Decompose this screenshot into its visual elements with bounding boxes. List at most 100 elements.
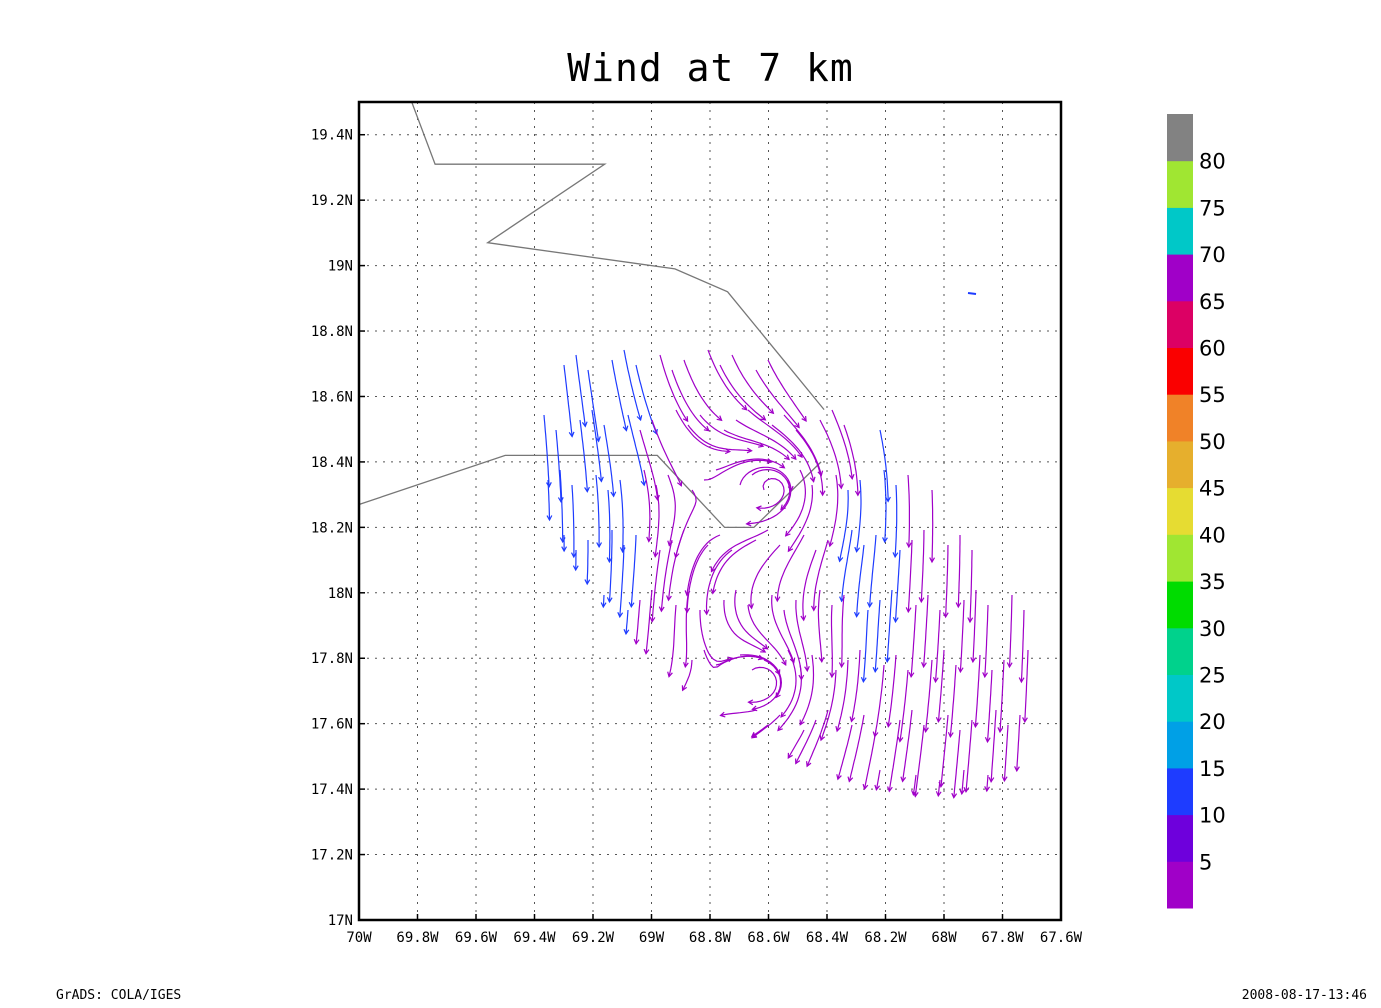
streamline bbox=[875, 769, 881, 790]
streamline bbox=[668, 604, 677, 677]
streamline-arrowhead bbox=[684, 607, 691, 614]
streamline-arrowhead bbox=[703, 425, 710, 432]
streamline-arrowhead bbox=[584, 579, 591, 586]
colorbar-swatch bbox=[1167, 861, 1193, 909]
streamline bbox=[817, 589, 823, 662]
streamline bbox=[751, 724, 769, 738]
streamline bbox=[969, 550, 973, 623]
x-tick-label: 69.2W bbox=[572, 930, 615, 946]
streamline-arrowhead bbox=[963, 786, 970, 794]
streamline bbox=[820, 669, 837, 741]
colorbar-label: 15 bbox=[1199, 757, 1226, 781]
streamline-arrowhead bbox=[970, 657, 977, 664]
streamline bbox=[675, 409, 730, 453]
x-tick-label: 69.8W bbox=[396, 930, 439, 946]
streamline bbox=[660, 539, 673, 612]
streamline-arrowhead bbox=[755, 505, 762, 512]
streamline bbox=[990, 709, 997, 782]
streamline bbox=[705, 549, 733, 615]
streamline-arrowhead bbox=[905, 607, 912, 614]
colorbar-swatch bbox=[1167, 627, 1193, 675]
streamline-arrowhead bbox=[874, 784, 881, 791]
streamline bbox=[752, 659, 782, 710]
streamline bbox=[972, 589, 977, 662]
streamline bbox=[699, 414, 764, 447]
streamline-arrowhead bbox=[838, 483, 844, 490]
streamline bbox=[925, 659, 933, 732]
streamline-arrowhead bbox=[775, 692, 781, 699]
streamline bbox=[839, 489, 849, 562]
colorbar-label: 10 bbox=[1199, 804, 1226, 828]
streamline-arrowhead bbox=[606, 597, 613, 604]
streamline bbox=[559, 469, 564, 542]
streamline bbox=[623, 349, 642, 421]
streamline bbox=[841, 529, 853, 602]
streamline-arrowhead bbox=[636, 415, 643, 422]
streamline bbox=[699, 610, 733, 663]
streamline-arrowhead bbox=[750, 731, 757, 738]
streamline bbox=[902, 709, 913, 782]
streamline bbox=[748, 666, 778, 703]
colorbar-label: 60 bbox=[1199, 337, 1226, 361]
colorbar-swatch bbox=[1167, 581, 1193, 629]
streamline bbox=[874, 664, 885, 737]
streamline-arrowhead bbox=[789, 657, 796, 664]
streamline-arrowhead bbox=[652, 551, 659, 558]
streamline-arrowhead bbox=[906, 542, 912, 549]
streamline-arrowhead bbox=[835, 725, 842, 733]
streamline-arrowhead bbox=[838, 662, 845, 669]
streamline-arrowhead bbox=[777, 725, 783, 732]
streamline bbox=[965, 719, 973, 792]
streamline bbox=[651, 549, 661, 622]
streamline bbox=[659, 354, 689, 422]
streamline bbox=[986, 669, 993, 742]
streamline-arrowhead bbox=[900, 776, 907, 783]
streamline-arrowhead bbox=[667, 671, 673, 678]
streamline bbox=[961, 769, 965, 794]
streamline bbox=[920, 529, 925, 602]
streamline bbox=[715, 458, 785, 471]
streamline bbox=[799, 654, 815, 725]
y-tick-label: 18N bbox=[328, 586, 353, 602]
streamline bbox=[735, 419, 797, 460]
streamline bbox=[625, 609, 629, 634]
streamline bbox=[953, 729, 961, 798]
streamline-arrowhead bbox=[746, 447, 753, 454]
streamline bbox=[591, 409, 602, 482]
streamline-arrowhead bbox=[681, 685, 688, 692]
colorbar-label: 80 bbox=[1199, 150, 1226, 174]
streamline bbox=[783, 414, 822, 476]
colorbar-swatch bbox=[1167, 114, 1193, 162]
streamline bbox=[931, 489, 934, 563]
streamline bbox=[619, 544, 625, 617]
streamline bbox=[751, 468, 791, 510]
streamline-arrowhead bbox=[997, 727, 1004, 734]
wind-streamlines bbox=[543, 292, 1029, 799]
streamline-arrowhead bbox=[682, 416, 689, 423]
streamline-arrowhead bbox=[892, 617, 899, 624]
streamline bbox=[687, 424, 752, 452]
latitude-axis: 17N 17.2N 17.4N 17.6N 17.8N 18N 18.2N 18.4N 18.6… bbox=[311, 128, 365, 929]
streamline-arrowhead bbox=[988, 777, 995, 784]
streamline bbox=[841, 594, 845, 667]
streamline bbox=[899, 669, 909, 742]
streamline bbox=[750, 544, 781, 609]
colorbar-label: 35 bbox=[1199, 570, 1226, 594]
streamline-arrowhead bbox=[853, 611, 860, 618]
y-tick-label: 19.2N bbox=[311, 193, 353, 209]
streamline-arrowhead bbox=[784, 530, 791, 537]
x-tick-label: 68.8W bbox=[689, 930, 732, 946]
streamline bbox=[547, 479, 551, 521]
streamline bbox=[923, 594, 929, 667]
x-tick-label: 67.8W bbox=[981, 930, 1024, 946]
y-tick-label: 19.4N bbox=[311, 128, 353, 144]
streamline bbox=[707, 349, 748, 411]
streamline bbox=[1008, 594, 1013, 668]
colorbar-label: 5 bbox=[1199, 850, 1212, 874]
streamline bbox=[543, 414, 550, 487]
streamline-arrowhead bbox=[955, 602, 962, 609]
streamline bbox=[843, 424, 859, 496]
timestamp: 2008-08-17-13:46 bbox=[1241, 988, 1367, 1003]
streamline bbox=[795, 719, 817, 764]
streamline bbox=[571, 484, 575, 558]
